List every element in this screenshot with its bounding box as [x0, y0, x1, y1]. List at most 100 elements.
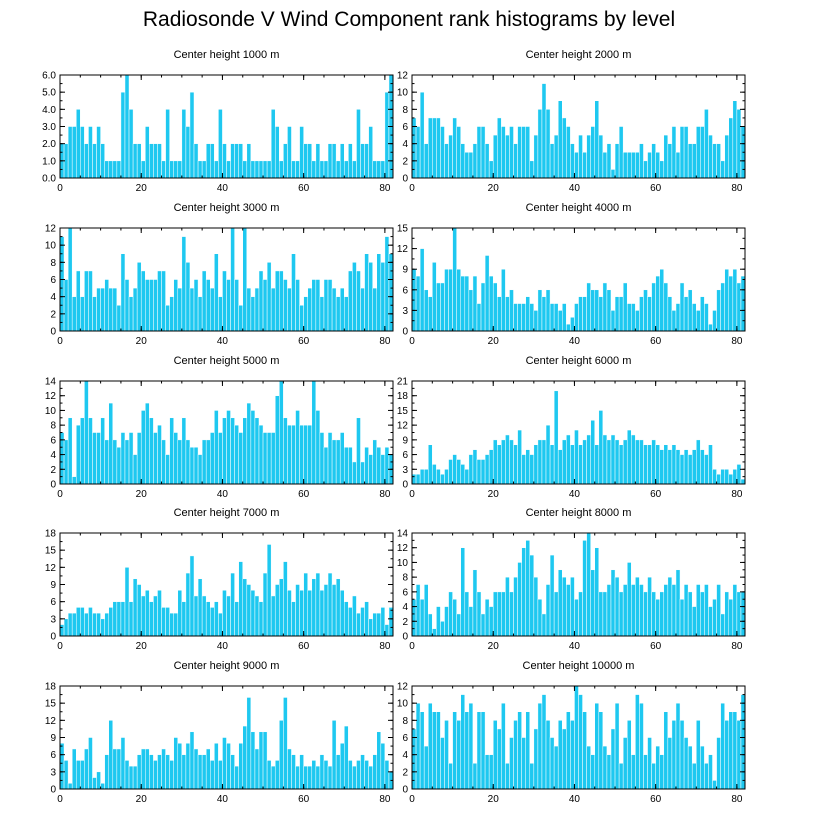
bar: [667, 296, 673, 332]
bar: [590, 289, 595, 332]
bar: [436, 117, 441, 179]
bar: [472, 449, 478, 485]
bar: [352, 160, 357, 179]
bar: [274, 126, 280, 179]
bar: [335, 439, 341, 485]
bar: [258, 160, 264, 179]
bar: [173, 160, 179, 179]
bar: [149, 417, 154, 485]
bar: [716, 473, 721, 485]
x-tick-label: 80: [731, 183, 743, 194]
bar: [590, 569, 595, 637]
bar: [513, 720, 518, 790]
bar: [651, 143, 656, 179]
x-tick-label: 0: [409, 336, 415, 347]
bar: [460, 275, 466, 332]
bar: [75, 760, 81, 790]
y-tick-label: 1.0: [42, 156, 56, 167]
bar: [331, 584, 337, 637]
bar: [132, 287, 138, 332]
y-tick-label: 12: [397, 421, 409, 432]
bar: [663, 584, 669, 637]
bar: [501, 439, 506, 485]
bar: [80, 607, 85, 637]
bar: [610, 434, 616, 485]
bar: [331, 439, 337, 485]
bar: [214, 253, 219, 332]
bar: [274, 270, 280, 332]
bar: [124, 439, 130, 485]
y-tick-label: 2: [402, 617, 408, 628]
bar: [505, 434, 510, 485]
bar: [246, 287, 252, 332]
bar: [452, 117, 457, 179]
bar: [716, 584, 721, 637]
bar: [132, 765, 138, 790]
bar: [250, 160, 256, 179]
bar: [700, 591, 705, 637]
bar: [602, 745, 608, 790]
bar: [464, 591, 470, 637]
bar: [525, 126, 531, 179]
bar: [218, 612, 223, 637]
bar: [181, 236, 187, 332]
bar: [570, 317, 575, 332]
x-tick-label: 20: [488, 794, 500, 805]
bar: [667, 449, 673, 485]
bar: [344, 446, 349, 485]
bar: [732, 268, 738, 332]
x-tick-label: 80: [379, 489, 391, 500]
bar: [712, 310, 717, 332]
bar: [720, 160, 725, 179]
bar: [696, 720, 701, 790]
bar: [419, 248, 425, 332]
bar: [80, 296, 85, 332]
bar: [427, 444, 433, 485]
bar: [663, 444, 669, 485]
bar: [700, 449, 705, 485]
y-tick-label: 21: [397, 377, 409, 388]
bar: [732, 711, 738, 790]
bar: [590, 419, 595, 485]
bar: [157, 143, 162, 179]
bar: [96, 432, 101, 485]
bar: [679, 126, 685, 179]
bar: [67, 227, 73, 332]
y-tick-label: 0: [402, 327, 408, 338]
bar: [149, 601, 154, 637]
bar: [679, 720, 685, 790]
bar: [262, 160, 268, 179]
bar: [380, 160, 386, 179]
bar: [380, 262, 386, 332]
bar: [582, 296, 587, 332]
bar: [452, 598, 457, 637]
bar: [464, 469, 470, 485]
bar: [708, 444, 713, 485]
x-tick-label: 0: [57, 336, 63, 347]
x-tick-label: 40: [217, 336, 229, 347]
bar: [299, 589, 304, 637]
bar: [112, 287, 118, 332]
bar: [384, 236, 390, 332]
y-tick-label: 4: [402, 750, 408, 761]
bar: [327, 432, 333, 485]
y-tick-label: 15: [397, 224, 409, 235]
y-tick-label: 6: [402, 587, 408, 598]
bar: [432, 628, 437, 637]
bar: [602, 152, 608, 179]
bar: [456, 459, 461, 485]
bar: [614, 702, 620, 790]
bar: [177, 287, 183, 332]
bar: [570, 720, 575, 790]
bar: [655, 275, 660, 332]
bar: [299, 126, 304, 179]
bar: [140, 595, 146, 637]
bar: [356, 109, 361, 179]
bar: [193, 446, 199, 485]
panel-title: Center height 3000 m: [174, 202, 280, 214]
y-tick-label: 3: [50, 767, 56, 778]
bar: [161, 270, 166, 332]
bar: [348, 270, 353, 332]
x-tick-label: 20: [136, 336, 148, 347]
bar: [291, 160, 296, 179]
